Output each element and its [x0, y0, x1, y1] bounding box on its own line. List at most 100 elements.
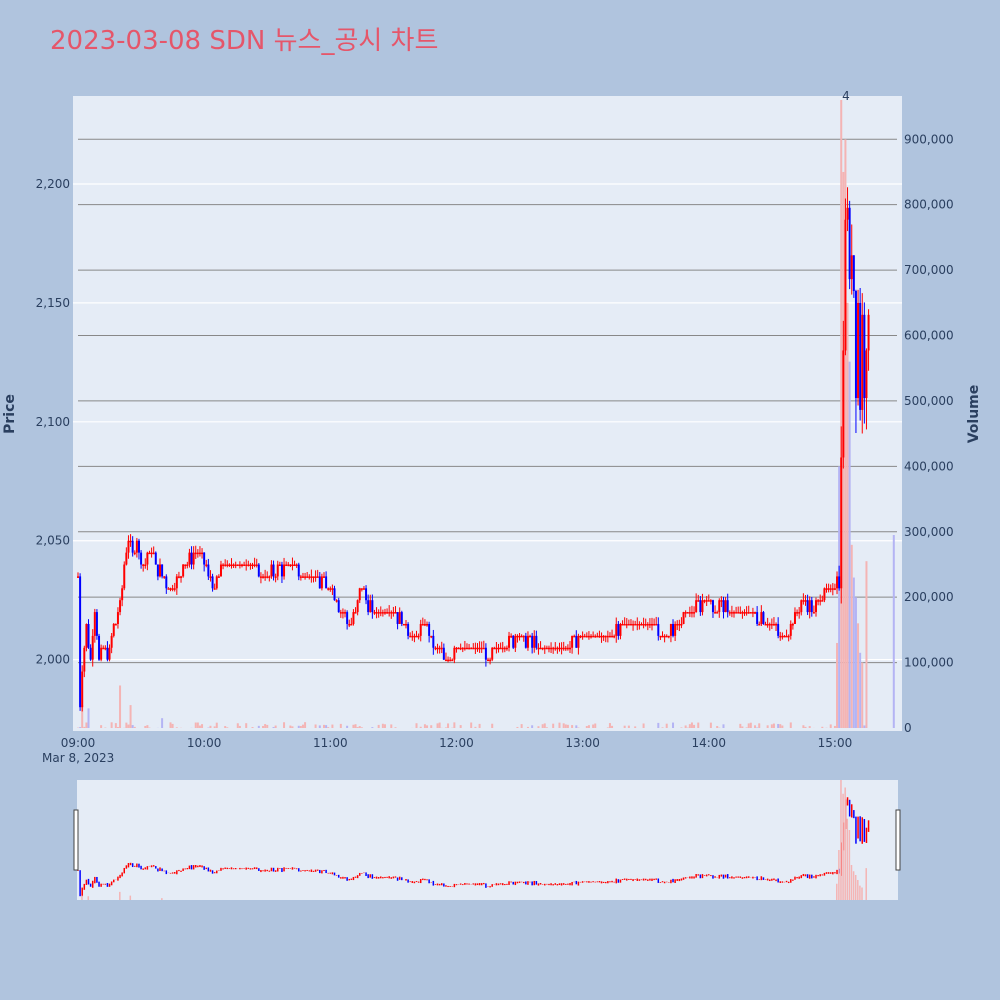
candle-body	[806, 600, 809, 613]
volume-bar	[215, 722, 218, 728]
mini-volume-bar	[87, 896, 90, 900]
volume-bar	[447, 723, 450, 728]
candle-body	[463, 647, 466, 650]
candle-body	[810, 600, 813, 613]
candle-body	[510, 635, 513, 638]
candle-body	[297, 564, 300, 577]
volume-bar	[358, 726, 361, 728]
candle-body	[154, 552, 157, 565]
volume-bar	[741, 726, 744, 728]
volume-bar	[772, 723, 775, 728]
range-slider[interactable]	[77, 780, 898, 900]
candle-body	[310, 576, 313, 578]
candle-body	[756, 612, 759, 624]
volume-bar	[169, 722, 172, 728]
candle-body	[491, 647, 494, 660]
volume-bar	[266, 724, 269, 728]
candle-body	[447, 659, 450, 662]
candle-body	[230, 564, 233, 567]
candle-body	[110, 635, 113, 648]
candle-body	[169, 588, 172, 590]
volume-bar	[272, 727, 275, 728]
candle-body	[705, 600, 708, 602]
candle-body	[711, 600, 714, 613]
candle-body	[827, 588, 830, 590]
candle-body	[636, 623, 639, 626]
time-tick-label: 12:00	[439, 736, 474, 750]
volume-bar	[520, 724, 523, 728]
candle-body	[850, 255, 853, 280]
candle-body	[409, 635, 412, 638]
candle-body	[112, 623, 115, 636]
candle-body	[449, 659, 452, 662]
candle-body	[211, 576, 214, 589]
candle-body	[207, 564, 210, 577]
candle-body	[602, 635, 605, 638]
volume-bar	[110, 722, 113, 728]
volume-bar	[587, 725, 590, 728]
volume-bar	[262, 725, 265, 728]
candle-body	[836, 576, 839, 589]
volume-bar	[100, 725, 103, 728]
candle-body	[617, 623, 620, 636]
volume-bar	[274, 725, 277, 728]
candle-body	[684, 612, 687, 614]
range-slider-right-handle[interactable]	[895, 809, 901, 871]
volume-tick-label: 600,000	[904, 329, 954, 343]
candle-body	[114, 623, 117, 626]
chart-title: 2023-03-08 SDN 뉴스_공시 차트	[50, 26, 438, 56]
candle-body	[339, 612, 342, 614]
candle-body	[87, 623, 90, 648]
candle-body	[316, 576, 319, 578]
range-slider-left-handle[interactable]	[73, 809, 79, 871]
candle-body	[674, 623, 677, 636]
candle-body	[585, 635, 588, 638]
candle-body	[493, 647, 496, 650]
candle-body	[829, 588, 832, 590]
candle-body	[400, 612, 403, 624]
candle-body	[840, 457, 843, 589]
candle-body	[383, 612, 386, 614]
candle-body	[695, 600, 698, 613]
volume-bar	[116, 726, 119, 728]
volume-bar	[327, 727, 330, 728]
candle-body	[245, 564, 248, 567]
volume-bar	[283, 722, 286, 728]
candle-body	[190, 552, 193, 565]
candle-body	[251, 564, 254, 567]
price-tick-label: 2,100	[36, 415, 70, 429]
candle-body	[661, 635, 664, 638]
volume-bar	[453, 722, 456, 728]
candle-body	[373, 612, 376, 614]
candle-body	[663, 635, 666, 638]
candle-body	[444, 659, 447, 662]
mini-volume-bar	[842, 793, 844, 900]
candle-body	[770, 623, 773, 626]
volume-bar	[585, 725, 588, 728]
volume-tick-label: 900,000	[904, 132, 954, 146]
candle-body	[808, 600, 811, 613]
candle-body	[764, 623, 767, 626]
time-tick-label: 09:00	[61, 736, 96, 750]
mini-volume-bar	[865, 868, 867, 900]
volume-bar	[356, 727, 359, 728]
candle-body	[758, 623, 761, 626]
volume-bar	[661, 727, 664, 728]
candle-body	[676, 623, 679, 626]
candle-body	[480, 647, 483, 650]
volume-bar	[558, 722, 561, 728]
candle-body	[146, 552, 149, 565]
mini-volume-bar	[81, 895, 83, 900]
volume-bar	[423, 724, 426, 728]
candle-body	[804, 600, 807, 602]
candle-body	[257, 564, 260, 577]
candle-body	[398, 612, 401, 624]
candle-body	[657, 623, 660, 636]
candle-body	[457, 647, 460, 650]
volume-bar	[161, 718, 164, 728]
candle-body	[592, 635, 595, 638]
candle-body	[241, 564, 243, 567]
mini-volume-bar	[836, 883, 838, 900]
candle-body	[737, 612, 740, 614]
candle-body	[596, 635, 599, 638]
